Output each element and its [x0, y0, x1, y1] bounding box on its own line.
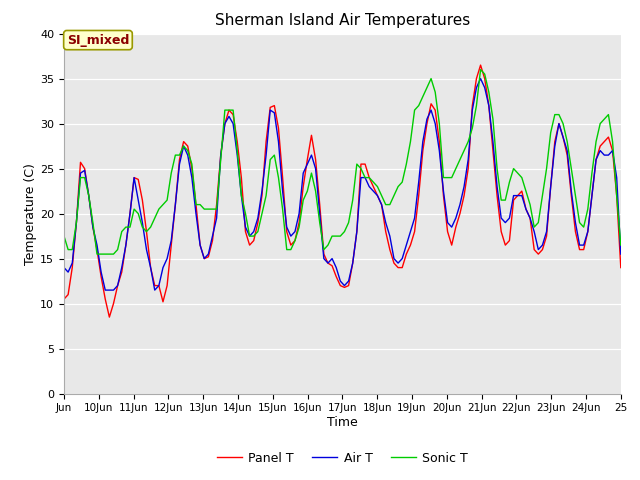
Sonic T — [617, 242, 625, 248]
Panel T — [617, 264, 625, 270]
Panel T — [526, 215, 534, 221]
Air T — [526, 215, 534, 221]
Air T — [617, 251, 625, 257]
Panel T — [522, 206, 530, 212]
Title: Sherman Island Air Temperatures: Sherman Island Air Temperatures — [215, 13, 470, 28]
Air T — [477, 76, 484, 82]
Panel T — [477, 62, 484, 68]
Air T — [60, 264, 68, 270]
Air T — [279, 188, 287, 194]
Panel T — [592, 156, 600, 162]
Sonic T — [592, 139, 600, 144]
Air T — [131, 175, 138, 180]
Sonic T — [279, 206, 287, 212]
Line: Air T: Air T — [64, 79, 621, 290]
Line: Sonic T: Sonic T — [64, 70, 621, 254]
Sonic T — [522, 188, 530, 194]
Line: Panel T: Panel T — [64, 65, 621, 317]
Panel T — [60, 296, 68, 302]
Sonic T — [477, 67, 484, 72]
X-axis label: Time: Time — [327, 416, 358, 429]
Legend: Panel T, Air T, Sonic T: Panel T, Air T, Sonic T — [212, 447, 473, 469]
Text: SI_mixed: SI_mixed — [67, 34, 129, 47]
Sonic T — [60, 233, 68, 239]
Sonic T — [526, 202, 534, 207]
Air T — [592, 156, 600, 162]
Y-axis label: Temperature (C): Temperature (C) — [24, 163, 37, 264]
Air T — [518, 192, 525, 199]
Panel T — [131, 175, 138, 180]
Air T — [522, 206, 530, 212]
Panel T — [106, 314, 113, 320]
Sonic T — [518, 175, 525, 180]
Panel T — [518, 188, 525, 194]
Air T — [101, 287, 109, 293]
Sonic T — [93, 251, 101, 257]
Sonic T — [131, 206, 138, 212]
Panel T — [279, 175, 287, 180]
